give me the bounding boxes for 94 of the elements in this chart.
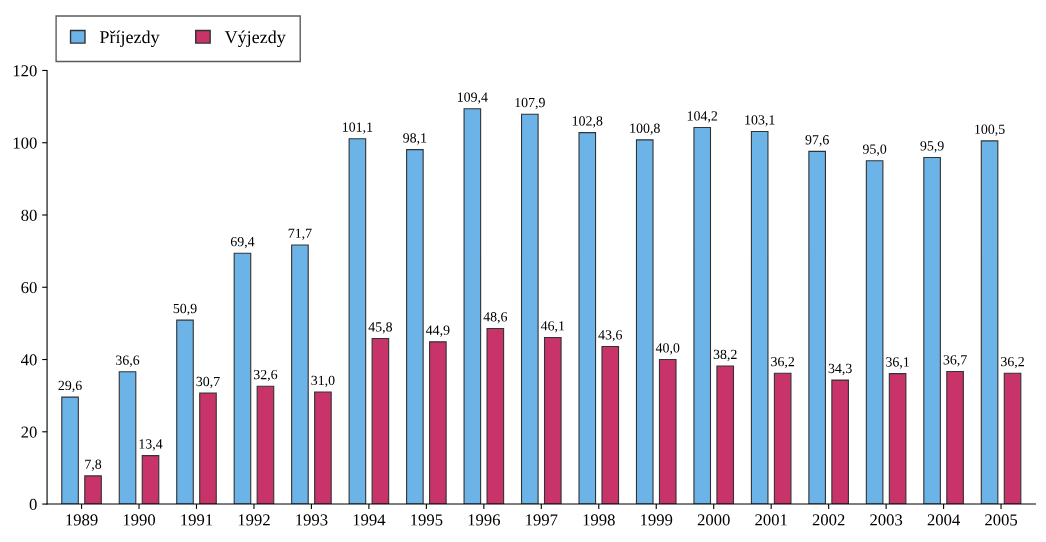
- legend-label: Výjezdy: [224, 30, 286, 47]
- bar: [84, 475, 102, 505]
- bar: [658, 358, 677, 505]
- bar: [118, 371, 137, 505]
- data-label: 32,6: [253, 369, 278, 382]
- data-label: 36,6: [116, 355, 140, 367]
- data-label: 36,7: [943, 355, 967, 367]
- bar: [520, 113, 539, 505]
- bar: [371, 338, 390, 505]
- x-tick-label: 1995: [411, 514, 443, 526]
- x-tick-label: 1994: [353, 514, 386, 526]
- data-label: 71,7: [288, 228, 312, 240]
- bar: [429, 341, 447, 505]
- bar: [543, 336, 562, 505]
- data-label: 36,2: [1001, 356, 1024, 369]
- bar: [463, 108, 482, 505]
- bar: [773, 372, 792, 505]
- data-label: 97,6: [805, 135, 829, 147]
- data-label: 30,7: [196, 376, 220, 389]
- data-label: 102,8: [572, 116, 603, 128]
- data-label: 50,9: [173, 303, 197, 316]
- x-tick-label: 1992: [238, 514, 270, 526]
- data-label: 38,2: [713, 349, 737, 362]
- data-label: 107,9: [515, 97, 545, 110]
- x-tick-label: 2005: [985, 514, 1018, 526]
- bar: [233, 252, 252, 505]
- data-label: 48,6: [483, 312, 508, 324]
- data-label: 98,1: [403, 133, 427, 145]
- y-tick-label: 120: [13, 65, 37, 77]
- bar: [348, 138, 367, 505]
- y-tick-label: 20: [21, 426, 37, 438]
- bar: [61, 396, 79, 505]
- bar: [946, 370, 964, 505]
- x-tick-label: 1999: [641, 514, 673, 526]
- x-tick-label: 2000: [697, 514, 730, 526]
- x-tick-label: 1991: [181, 514, 213, 526]
- bar: [716, 365, 735, 505]
- y-tick-label: 0: [29, 498, 37, 511]
- x-tick-label: 1993: [296, 514, 328, 526]
- x-tick-label: 1989: [66, 514, 98, 526]
- data-label: 34,3: [828, 363, 852, 376]
- bar: [831, 379, 849, 505]
- x-tick-label: 1998: [583, 514, 615, 526]
- data-label: 7,8: [85, 459, 102, 471]
- bar: [923, 156, 941, 505]
- data-label: 100,8: [630, 123, 660, 135]
- legend-label: Příjezdy: [99, 30, 160, 47]
- data-label: 40,0: [655, 343, 680, 355]
- data-label: 29,6: [58, 380, 82, 393]
- bar: [1003, 372, 1022, 505]
- data-label: 36,2: [771, 356, 795, 369]
- data-label: 45,8: [368, 322, 393, 334]
- x-tick-label: 2001: [755, 514, 787, 526]
- bar: [314, 391, 332, 505]
- y-tick-label: 60: [21, 281, 37, 294]
- data-label: 31,0: [311, 375, 335, 388]
- bar: [141, 455, 160, 505]
- data-label: 44,9: [425, 325, 450, 337]
- bar: [888, 373, 907, 505]
- data-label: 103,1: [745, 115, 775, 127]
- bar: [256, 385, 275, 505]
- x-tick-label: 1996: [468, 514, 501, 526]
- bar: [635, 139, 654, 505]
- bar: [750, 130, 769, 505]
- bar: [578, 132, 597, 505]
- bar: [980, 140, 999, 505]
- x-tick-label: 2004: [927, 514, 960, 526]
- x-tick-label: 1997: [526, 514, 558, 526]
- x-tick-label: 2003: [870, 514, 903, 526]
- data-label: 95,0: [862, 144, 887, 156]
- bar: [176, 319, 194, 505]
- x-tick-label: 2002: [812, 514, 845, 526]
- bar: [406, 149, 424, 505]
- data-label: 101,1: [343, 122, 373, 134]
- y-tick-label: 80: [21, 209, 37, 221]
- bar: [486, 327, 505, 505]
- data-label: 43,6: [598, 330, 623, 342]
- bar: [808, 150, 826, 505]
- bar: [199, 392, 217, 505]
- data-label: 36,1: [886, 357, 909, 369]
- data-label: 13,4: [139, 439, 163, 451]
- bar: [601, 345, 620, 505]
- bar: [865, 160, 884, 505]
- bar: [693, 126, 712, 505]
- data-label: 100,5: [975, 124, 1005, 136]
- y-tick-label: 100: [13, 137, 37, 149]
- x-tick-label: 1990: [123, 514, 156, 526]
- data-label: 109,4: [457, 92, 488, 104]
- data-label: 104,2: [687, 111, 718, 123]
- data-label: 69,4: [230, 236, 255, 249]
- bar: [291, 244, 309, 505]
- y-tick-label: 40: [21, 354, 37, 366]
- data-label: 95,9: [920, 141, 944, 153]
- data-label: 46,1: [540, 321, 565, 333]
